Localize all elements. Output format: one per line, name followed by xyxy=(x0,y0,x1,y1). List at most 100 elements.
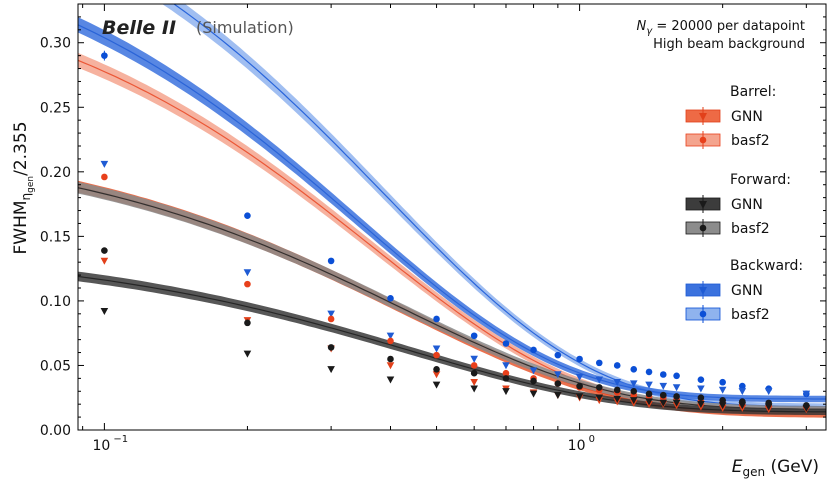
data-point xyxy=(697,376,705,383)
data-point xyxy=(100,308,109,316)
data-point xyxy=(718,402,727,410)
data-point xyxy=(554,371,562,379)
data-point xyxy=(697,385,705,393)
annotation-line2: High beam background xyxy=(653,37,805,52)
data-point xyxy=(659,371,667,378)
data-point xyxy=(576,355,583,363)
data-point xyxy=(554,391,562,399)
legend-title-barrel: Barrel: xyxy=(730,84,776,100)
data-point xyxy=(738,402,747,410)
data-point xyxy=(244,319,251,327)
y-tick-label: 0.30 xyxy=(40,36,71,52)
data-point xyxy=(764,388,773,396)
data-point xyxy=(630,366,638,373)
data-point xyxy=(502,340,510,347)
legend-title-forward: Forward: xyxy=(730,172,791,188)
legend-label: GNN xyxy=(731,197,763,213)
chart-title-brand: Belle II xyxy=(102,17,176,39)
legend-marker xyxy=(699,287,707,295)
data-point xyxy=(470,362,478,369)
data-point xyxy=(386,362,395,370)
data-point xyxy=(101,173,108,181)
data-point xyxy=(433,351,440,359)
data-point xyxy=(719,397,726,404)
fit-band-5 xyxy=(78,271,826,416)
data-point xyxy=(739,382,746,390)
legend: Barrel: GNN basf2 Forward: GNN basf2 Backward:… xyxy=(685,84,803,323)
data-point xyxy=(101,247,108,254)
data-point xyxy=(470,355,478,363)
data-point xyxy=(595,359,603,367)
data-point xyxy=(243,350,252,358)
data-point xyxy=(575,393,584,401)
x-axis-label: Egen (GeV) xyxy=(732,457,819,479)
data-point xyxy=(100,257,109,265)
data-point xyxy=(554,380,562,387)
data-point xyxy=(595,376,604,384)
fit-band-4 xyxy=(78,181,826,413)
legend-label: basf2 xyxy=(731,133,770,149)
legend-label: GNN xyxy=(731,283,763,299)
data-point xyxy=(718,386,727,394)
data-point xyxy=(613,379,622,387)
data-point xyxy=(645,390,653,398)
data-point xyxy=(613,362,621,369)
data-points xyxy=(100,50,811,414)
legend-marker xyxy=(699,310,707,318)
data-point xyxy=(502,388,510,396)
y-axis-label: FWHMηgen/2.355 xyxy=(11,121,36,254)
chart-title-suffix: (Simulation) xyxy=(196,18,294,37)
y-tick-label: 0.15 xyxy=(40,229,71,245)
data-point xyxy=(659,391,667,399)
data-point xyxy=(502,375,510,382)
data-point xyxy=(327,344,335,351)
legend-title-backward: Backward: xyxy=(730,258,803,274)
y-tick-label: 0.25 xyxy=(40,100,71,116)
x-tick-exponent: −1 xyxy=(113,434,128,445)
y-tick-label: 0.00 xyxy=(40,423,71,439)
data-point xyxy=(327,310,335,318)
data-point xyxy=(673,372,680,380)
data-point xyxy=(432,371,441,379)
data-point xyxy=(386,376,395,384)
y-tick-label: 0.05 xyxy=(40,358,71,374)
data-point xyxy=(432,345,441,353)
data-point xyxy=(432,381,441,389)
legend-marker xyxy=(699,224,707,232)
data-point xyxy=(470,379,478,387)
fit-line-1 xyxy=(78,24,826,400)
data-point xyxy=(530,346,537,354)
data-point xyxy=(575,373,584,381)
data-point xyxy=(613,386,621,394)
data-point xyxy=(101,52,108,59)
legend-label: basf2 xyxy=(731,307,770,323)
data-point xyxy=(802,404,811,412)
data-point xyxy=(613,395,622,403)
legend-marker xyxy=(699,201,707,209)
data-point xyxy=(645,368,653,376)
data-point xyxy=(386,332,395,340)
annotation-line1: Nγ = 20000 per datapoint xyxy=(637,19,805,37)
plot-frame xyxy=(77,3,827,431)
data-point xyxy=(595,384,603,391)
data-point xyxy=(433,366,440,373)
data-point xyxy=(697,400,705,408)
data-point xyxy=(764,403,773,411)
data-point xyxy=(502,362,510,370)
x-tick-label: 10 xyxy=(92,438,110,454)
fit-band-2 xyxy=(78,52,826,414)
legend-marker xyxy=(699,113,707,121)
data-point xyxy=(244,280,251,288)
y-tick-label: 0.20 xyxy=(40,165,71,181)
data-point xyxy=(595,394,604,402)
data-point xyxy=(630,387,638,395)
data-point xyxy=(470,369,478,377)
data-point xyxy=(470,385,478,393)
data-point xyxy=(502,369,510,377)
data-point xyxy=(719,378,726,386)
legend-label: GNN xyxy=(731,109,763,125)
data-point xyxy=(802,390,811,398)
fit-band-0 xyxy=(162,4,826,410)
